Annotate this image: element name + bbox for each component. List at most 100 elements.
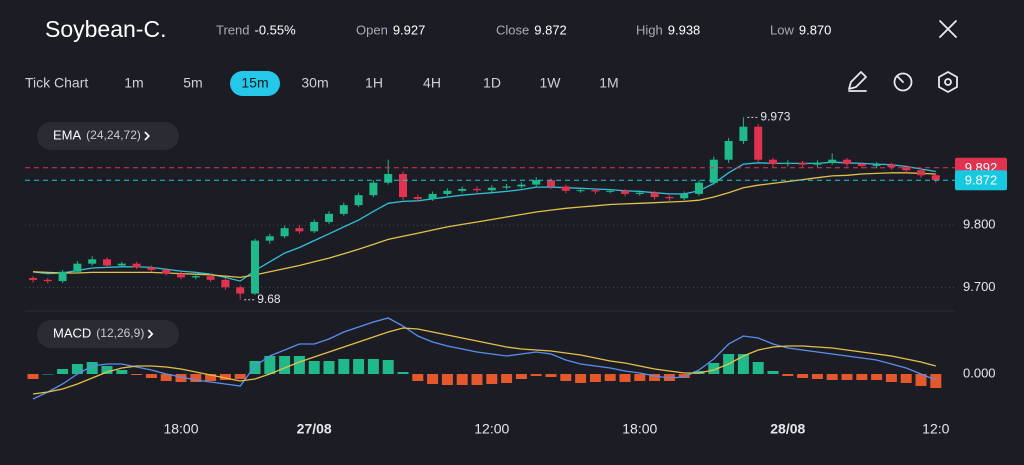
candle-body (561, 186, 570, 191)
candle-body (206, 276, 215, 280)
candle-body (857, 164, 866, 166)
timeframe-button[interactable]: 1M (599, 75, 618, 91)
timeframe-button[interactable]: 4H (423, 75, 441, 91)
histogram-bar (57, 369, 69, 374)
histogram-bar (885, 374, 897, 382)
histogram-bar (782, 374, 794, 376)
histogram-bar (308, 361, 320, 374)
x-tick-label: 18:00 (622, 421, 657, 437)
histogram-bar (279, 356, 291, 374)
chevron (144, 131, 151, 141)
x-tick-label: 12:0 (922, 421, 949, 437)
candle-body (769, 159, 777, 165)
price-badge-label: 9.872 (965, 173, 998, 188)
histogram-bar (915, 374, 927, 386)
stat-label: Trend (216, 22, 249, 37)
candle-body (88, 259, 97, 264)
histogram-bar (797, 374, 809, 378)
stat-value: 9.872 (534, 22, 567, 37)
timeframe-button[interactable]: 30m (301, 75, 328, 91)
histogram-bar (619, 374, 631, 382)
timeframe-button[interactable]: 5m (183, 75, 202, 91)
histogram-bar (234, 374, 246, 379)
timeframe-button[interactable]: 1H (365, 75, 383, 91)
candle-body (29, 277, 37, 280)
histogram-bar (471, 374, 483, 385)
timeframe-button[interactable]: 1m (124, 75, 143, 91)
histogram-bar (190, 374, 202, 382)
histogram-bar (708, 363, 720, 374)
candle-body (606, 190, 615, 192)
y-tick-label: 9.800 (963, 217, 996, 232)
timeframe-button[interactable]: 1W (540, 75, 562, 91)
indicator-params[interactable]: (12,26,9) (96, 326, 144, 340)
histogram-bar (101, 366, 113, 374)
histogram-bar (353, 359, 365, 374)
macd-pane: 0.000 18:00 27/08 12:00 18:00 28/08 12:0 MACD (1… (27, 317, 996, 437)
histogram-bar (264, 356, 276, 374)
histogram-bar (160, 374, 172, 381)
histogram-bar (205, 374, 217, 381)
overlay: Trend -0.55% Open 9.927 Close 9.872 High 9.938 L… (25, 22, 831, 96)
candle-body (43, 279, 52, 282)
timer-tool[interactable] (893, 72, 913, 92)
candle-body (325, 213, 333, 222)
candle-body (369, 182, 378, 196)
stat-label: High (636, 22, 663, 37)
histogram-bar (145, 374, 157, 378)
histogram-bar (930, 374, 942, 388)
stat-value: 9.870 (799, 22, 832, 37)
draw-tool[interactable] (848, 71, 867, 92)
candle-body (517, 184, 526, 187)
candle-body (58, 271, 67, 282)
settings-button[interactable] (938, 71, 958, 93)
y-tick-label: 9.700 (963, 279, 996, 294)
indicator-params[interactable]: (24,24,72) (86, 128, 141, 142)
candle-body (843, 159, 851, 165)
histogram-bar (545, 374, 557, 377)
timeframe-active-pill[interactable] (230, 71, 280, 96)
indicator-name[interactable]: MACD (53, 325, 91, 340)
candle-body (739, 126, 748, 142)
histogram-bar (86, 362, 98, 374)
candle-body (783, 162, 792, 165)
candle-body (191, 276, 200, 278)
candle-body (280, 228, 289, 237)
histogram-bar (27, 374, 39, 379)
candle-body (162, 269, 171, 274)
histogram-bar (841, 374, 853, 380)
histogram-bar (382, 360, 394, 374)
histogram-bar (456, 374, 468, 385)
candle-body (73, 263, 82, 272)
candle-body (621, 190, 629, 194)
candle-body (680, 193, 689, 199)
close-button[interactable] (939, 20, 957, 38)
candle-body (813, 162, 822, 165)
indicator-name[interactable]: EMA (53, 127, 82, 142)
candle-body (117, 263, 126, 266)
histogram-bar (116, 370, 128, 374)
candle-body (547, 180, 555, 187)
histogram-bar (293, 356, 305, 374)
timeframe-active[interactable]: 15m (241, 75, 268, 91)
histogram-bar (175, 374, 187, 382)
candle-body (798, 162, 807, 165)
candle-body (931, 175, 940, 181)
x-tick-label: 12:00 (474, 421, 509, 437)
chevron (147, 329, 154, 339)
histogram-bar (752, 362, 764, 374)
macd-line (32, 327, 936, 395)
histogram-bar (826, 374, 838, 380)
indicator-pill[interactable] (37, 122, 179, 150)
candle-body (443, 190, 452, 194)
candle-body (828, 159, 837, 163)
stat-label: Open (356, 22, 388, 37)
histogram-bar (131, 374, 143, 375)
timeframe-button[interactable]: Tick Chart (25, 75, 88, 91)
indicator-pill[interactable] (37, 320, 179, 348)
candle-body (473, 188, 481, 191)
timeframe-button[interactable]: 1D (483, 75, 501, 91)
candle-body (576, 190, 585, 192)
candle-body (177, 273, 185, 278)
